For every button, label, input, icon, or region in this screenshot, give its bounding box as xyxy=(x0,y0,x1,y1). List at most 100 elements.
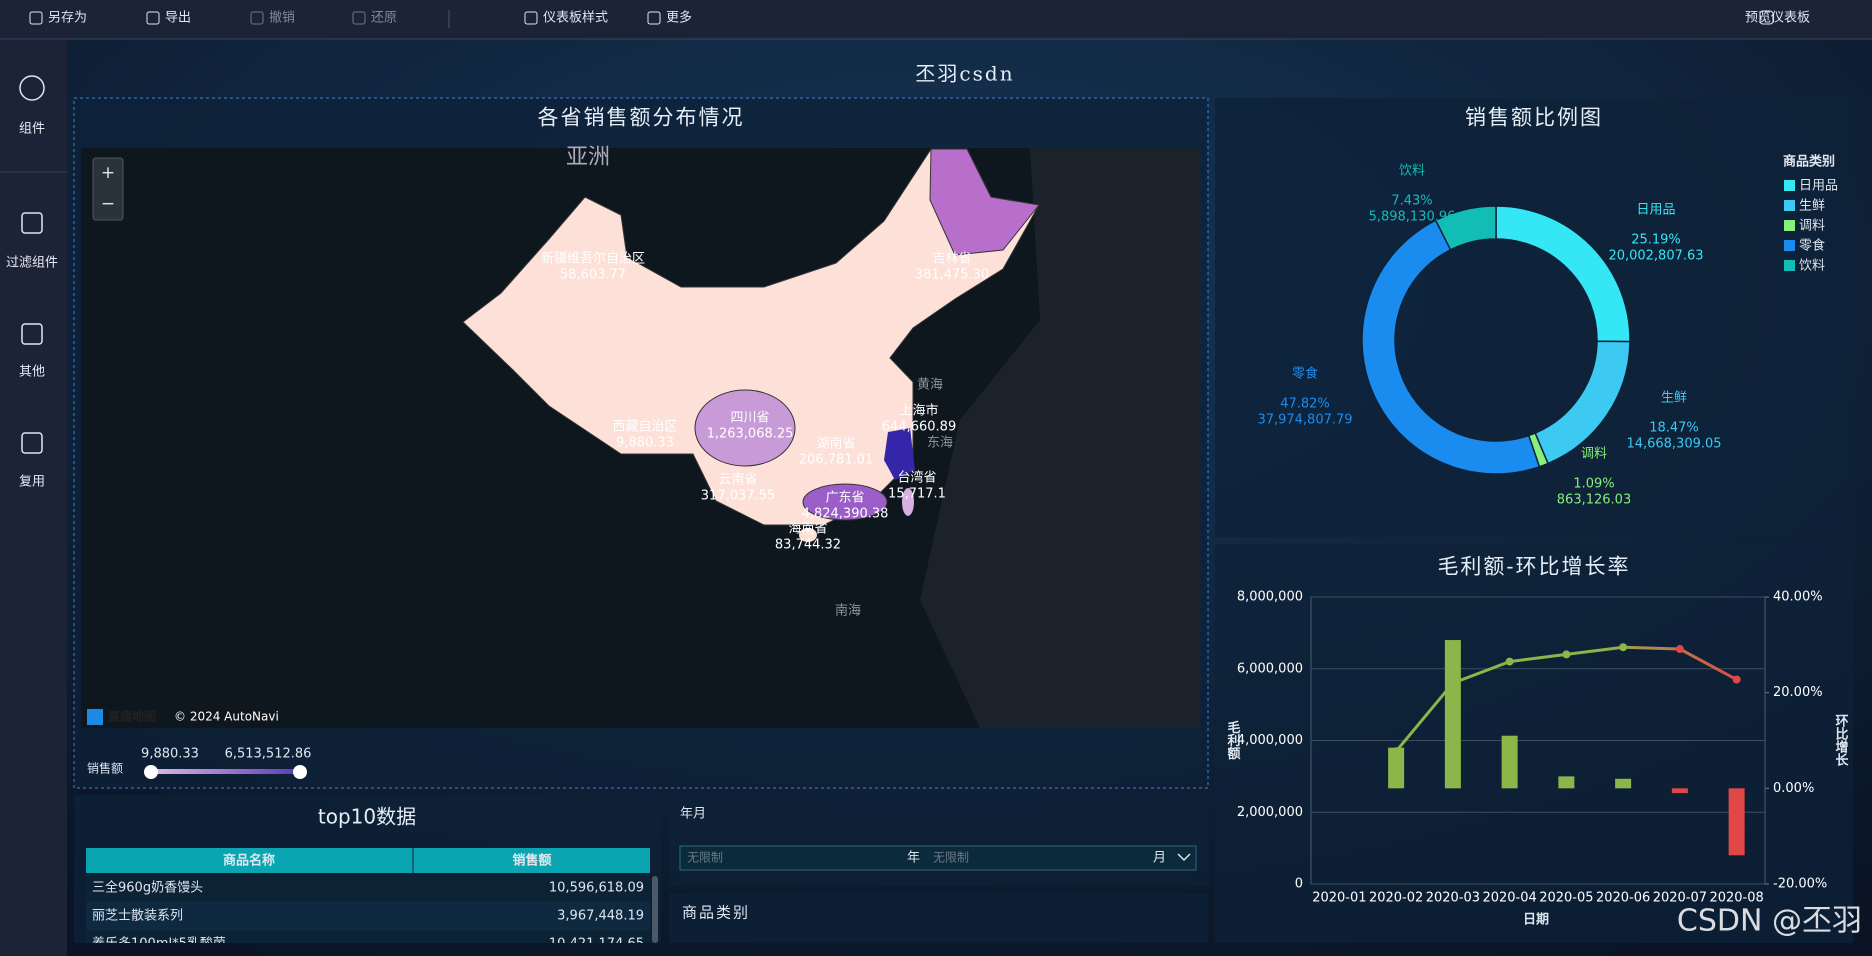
y-tick-label: 8,000,000 xyxy=(1237,590,1303,605)
toolbar-icon xyxy=(146,11,160,25)
month-unit: 月 xyxy=(1153,851,1166,866)
watermark: CSDN @丕羽 xyxy=(1677,904,1862,939)
toolbar-button[interactable]: 还原 xyxy=(371,11,397,26)
provider-logo xyxy=(87,709,103,725)
sidebar-item[interactable]: 复用 xyxy=(19,475,45,490)
bar xyxy=(1444,640,1461,789)
x-tick-label: 2020-03 xyxy=(1426,891,1480,906)
region-value: 15,717.1 xyxy=(888,487,946,502)
date-range-input[interactable] xyxy=(679,845,1197,871)
region-value: 83,744.32 xyxy=(775,538,841,553)
column-header[interactable]: 销售额 xyxy=(512,853,551,869)
pie-slice xyxy=(1434,205,1497,251)
sidebar-item[interactable]: 其他 xyxy=(19,365,45,380)
filter-label: 年月 xyxy=(680,807,706,822)
line-point xyxy=(1619,643,1628,652)
table-title: top10数据 xyxy=(318,805,416,829)
slice-value: 5,898,130.96 xyxy=(1369,210,1456,225)
zoom-out[interactable]: − xyxy=(101,194,115,214)
sidebar-icon xyxy=(21,432,43,454)
sidebar xyxy=(0,40,67,956)
bar xyxy=(1501,735,1518,789)
toolbar-button[interactable]: 仪表板样式 xyxy=(543,11,608,26)
slice-percent: 7.43% xyxy=(1391,194,1432,209)
line-point xyxy=(1448,679,1457,688)
cell: 3,967,448.19 xyxy=(557,909,644,924)
preview-icon xyxy=(1759,10,1774,25)
y2-tick-label: 40.00% xyxy=(1773,590,1823,605)
bar xyxy=(1558,776,1575,789)
table-row xyxy=(86,930,650,943)
slice-label: 饮料 xyxy=(1399,164,1425,179)
region-heilongjiang xyxy=(929,148,1040,256)
toolbar-button[interactable]: 更多 xyxy=(666,10,692,26)
region-sichuan xyxy=(694,389,796,467)
dropdown-arrow[interactable] xyxy=(1177,853,1191,862)
region-name: 西藏自治区 xyxy=(612,420,677,435)
map-title: 各省销售额分布情况 xyxy=(538,106,745,130)
y-tick-label: 6,000,000 xyxy=(1237,661,1303,676)
region-value: 4,824,390.38 xyxy=(802,507,889,522)
preview-button[interactable]: 预览仪表板 xyxy=(1745,10,1810,26)
region-value: 9,880.33 xyxy=(616,436,674,451)
toolbar-button[interactable]: 撤销 xyxy=(269,10,295,26)
legend-entry: 生鲜 xyxy=(1799,199,1825,214)
region-value: 381,475.30 xyxy=(915,268,989,283)
region-value: 1,263,068.25 xyxy=(707,427,794,442)
y-tick-label: 0 xyxy=(1295,877,1303,892)
legend-entry: 日用品 xyxy=(1799,179,1838,194)
region-value: 644,660.89 xyxy=(882,420,956,435)
slice-label: 生鲜 xyxy=(1661,391,1687,406)
slice-value: 37,974,807.79 xyxy=(1257,413,1352,428)
pie-slice xyxy=(1361,219,1541,475)
slice-value: 14,668,309.05 xyxy=(1626,437,1721,452)
slice-value: 863,126.03 xyxy=(1557,493,1631,508)
legend-max: 6,513,512.86 xyxy=(225,747,312,762)
bar xyxy=(1615,778,1632,789)
map-label: 黄海 xyxy=(917,378,943,393)
column-header[interactable]: 商品名称 xyxy=(223,853,275,869)
pie-title: 销售额比例图 xyxy=(1465,106,1603,130)
y2-tick-label: 0.00% xyxy=(1773,781,1814,796)
region-value: 206,781.01 xyxy=(799,453,873,468)
table-row xyxy=(86,902,650,930)
region-value: 317,037.55 xyxy=(701,489,775,504)
region-name: 上海市 xyxy=(899,403,938,419)
x-tick-label: 2020-08 xyxy=(1709,891,1763,906)
x-axis-label: 日期 xyxy=(1523,913,1549,928)
category-filter-label: 商品类别 xyxy=(682,904,750,922)
y-tick-label: 2,000,000 xyxy=(1237,805,1303,820)
scrollbar xyxy=(652,876,658,943)
sidebar-item[interactable]: 组件 xyxy=(19,122,45,137)
legend-title: 商品类别 xyxy=(1783,154,1835,170)
line-point xyxy=(1392,747,1401,756)
legend-handle[interactable] xyxy=(144,765,158,779)
attribution: © 2024 AutoNavi xyxy=(174,710,279,724)
slice-percent: 47.82% xyxy=(1280,397,1330,412)
year-unit: 年 xyxy=(907,851,920,866)
cell: 10,421,174.65 xyxy=(549,937,644,952)
toolbar-button[interactable]: 另存为 xyxy=(48,11,87,26)
sidebar-icon xyxy=(21,212,43,234)
zoom-control xyxy=(92,157,124,221)
cell: 养乐多100ml*5乳酸菌 xyxy=(92,936,226,952)
toolbar-button[interactable]: 导出 xyxy=(165,11,191,26)
x-tick-label: 2020-02 xyxy=(1369,891,1423,906)
y-axis-label: 毛利额 xyxy=(1225,720,1241,761)
sidebar-item[interactable]: 过滤组件 xyxy=(6,256,58,271)
region-name: 云南省 xyxy=(718,472,757,488)
slice-label: 日用品 xyxy=(1636,203,1675,218)
toolbar-icon xyxy=(524,11,538,25)
combo-panel xyxy=(1215,544,1853,943)
zoom-in[interactable]: + xyxy=(101,163,115,183)
legend-handle[interactable] xyxy=(293,765,307,779)
map-label: 东海 xyxy=(927,436,953,451)
x-tick-label: 2020-07 xyxy=(1653,891,1707,906)
slice-label: 零食 xyxy=(1292,366,1318,382)
line-point xyxy=(1505,657,1514,666)
slice-percent: 18.47% xyxy=(1649,421,1699,436)
filter-panel xyxy=(669,795,1208,886)
region-name: 海南省 xyxy=(788,521,827,537)
region-name: 广东省 xyxy=(825,491,864,506)
bar xyxy=(1728,788,1745,856)
